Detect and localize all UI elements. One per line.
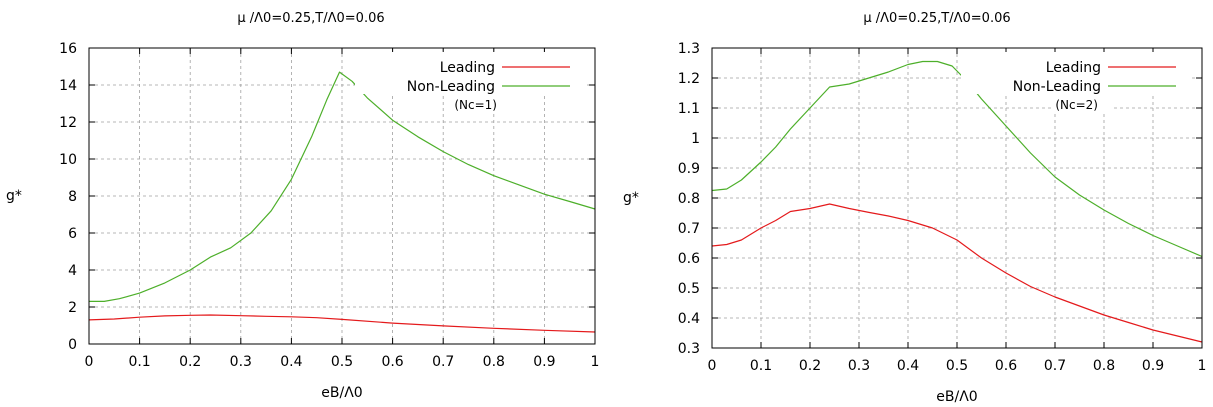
chart-2-y-axis-label: g* <box>623 190 639 206</box>
chart-1-y-tick-label: 12 <box>59 115 77 131</box>
chart-2-y-tick-label: 0.3 <box>678 341 700 357</box>
chart-2-x-tick-label: 0.5 <box>946 358 968 374</box>
chart-1-x-tick-label: 0.3 <box>230 354 252 370</box>
chart-1-legend-label-1: Leading <box>440 60 495 76</box>
chart-1-y-axis-label: g* <box>6 188 22 204</box>
chart-1-x-tick-label: 0.5 <box>331 354 353 370</box>
chart-2-x-tick-label: 0.2 <box>799 358 821 374</box>
chart-right: μ /Λ0=0.25,T/Λ0=0.06 0 0.1 0.2 0.3 0.4 0.5 0.6 0… <box>606 0 1213 407</box>
chart-1-series-1-line <box>88 314 596 333</box>
chart-2-y-tick-label: 0.5 <box>678 281 700 297</box>
chart-2-annotation: (Nc=2) <box>1055 98 1098 112</box>
chart-1-annotation-background <box>452 96 510 113</box>
chart-2-x-tick-label: 0.6 <box>995 358 1017 374</box>
chart-2-y-tick-label: 0.9 <box>678 161 700 177</box>
chart-1-y-tick-label: 16 <box>59 41 77 57</box>
chart-1-x-tick-label: 0.9 <box>533 354 555 370</box>
chart-1-x-tick-label: 0.4 <box>280 354 302 370</box>
chart-2-x-tick-label: 0.8 <box>1093 358 1115 374</box>
chart-1-x-axis-label: eB/Λ0 <box>321 385 362 401</box>
chart-1-x-tick-label: 0.2 <box>179 354 201 370</box>
chart-left-svg: μ /Λ0=0.25,T/Λ0=0.06 0 0.1 0.2 0.3 0.4 0.5 0.6 0… <box>6 11 600 401</box>
chart-2-y-tick-label: 0.6 <box>678 251 700 267</box>
chart-1-annotation: (Nc=1) <box>454 98 497 112</box>
chart-2-y-tick-label: 1.1 <box>678 101 700 117</box>
chart-2-legend-label-2: Non-Leading <box>1013 79 1101 95</box>
chart-1-x-tick-label: 1 <box>591 354 600 370</box>
chart-2-grid <box>712 48 1202 348</box>
chart-1-y-tick-label: 10 <box>59 152 77 168</box>
chart-1-legend-background <box>355 52 585 94</box>
chart-1-x-tick-label: 0.1 <box>128 354 150 370</box>
chart-1-x-tick-label: 0.6 <box>381 354 403 370</box>
chart-2-y-tick-label: 1.3 <box>678 41 700 57</box>
chart-1-y-tick-label: 8 <box>68 189 77 205</box>
chart-2-series-2-line <box>711 60 1203 258</box>
chart-2-legend: Leading Non-Leading (Nc=2) <box>961 52 1191 113</box>
chart-1-legend: Leading Non-Leading (Nc=1) <box>355 52 585 113</box>
chart-2-x-tick-label: 0.3 <box>848 358 870 374</box>
chart-left: μ /Λ0=0.25,T/Λ0=0.06 0 0.1 0.2 0.3 0.4 0.5 0.6 0… <box>0 0 606 407</box>
chart-1-y-tick-label: 4 <box>68 263 77 279</box>
chart-1-y-tick-label: 0 <box>68 337 77 353</box>
chart-2-x-tick-label: 0.4 <box>897 358 919 374</box>
chart-1-y-tick-label: 14 <box>59 78 77 94</box>
chart-2-x-tick-label: 0.1 <box>750 358 772 374</box>
chart-2-y-tick-label: 0.4 <box>678 311 700 327</box>
chart-2-x-tick-label: 0.9 <box>1142 358 1164 374</box>
chart-2-y-tick-label: 0.7 <box>678 221 700 237</box>
chart-2-y-tick-label: 0.8 <box>678 191 700 207</box>
chart-2-series-1-line <box>711 203 1203 343</box>
chart-2-plot-frame <box>711 47 1203 349</box>
chart-1-title: μ /Λ0=0.25,T/Λ0=0.06 <box>237 11 384 26</box>
chart-2-legend-background <box>961 52 1191 94</box>
chart-2-x-tick-label: 0.7 <box>1044 358 1066 374</box>
chart-1-legend-label-2: Non-Leading <box>407 79 495 95</box>
chart-1-plot-frame <box>88 47 596 345</box>
chart-1-x-tick-label: 0 <box>85 354 94 370</box>
chart-2-y-tick-label: 1.2 <box>678 71 700 87</box>
chart-1-x-tick-label: 0.7 <box>432 354 454 370</box>
chart-1-y-tick-label: 6 <box>68 226 77 242</box>
chart-2-legend-label-1: Leading <box>1046 60 1101 76</box>
chart-2-annotation-background <box>1053 96 1111 113</box>
chart-1-x-tick-label: 0.8 <box>483 354 505 370</box>
chart-1-series-2-line <box>89 71 596 302</box>
chart-2-y-tick-label: 1 <box>691 131 700 147</box>
chart-2-x-axis-label: eB/Λ0 <box>936 389 977 405</box>
chart-right-svg: μ /Λ0=0.25,T/Λ0=0.06 0 0.1 0.2 0.3 0.4 0.5 0.6 0… <box>623 11 1207 405</box>
chart-2-x-tick-label: 1 <box>1198 358 1207 374</box>
chart-1-y-tick-label: 2 <box>68 300 77 316</box>
chart-2-title: μ /Λ0=0.25,T/Λ0=0.06 <box>863 11 1010 26</box>
chart-2-x-tick-label: 0 <box>708 358 717 374</box>
